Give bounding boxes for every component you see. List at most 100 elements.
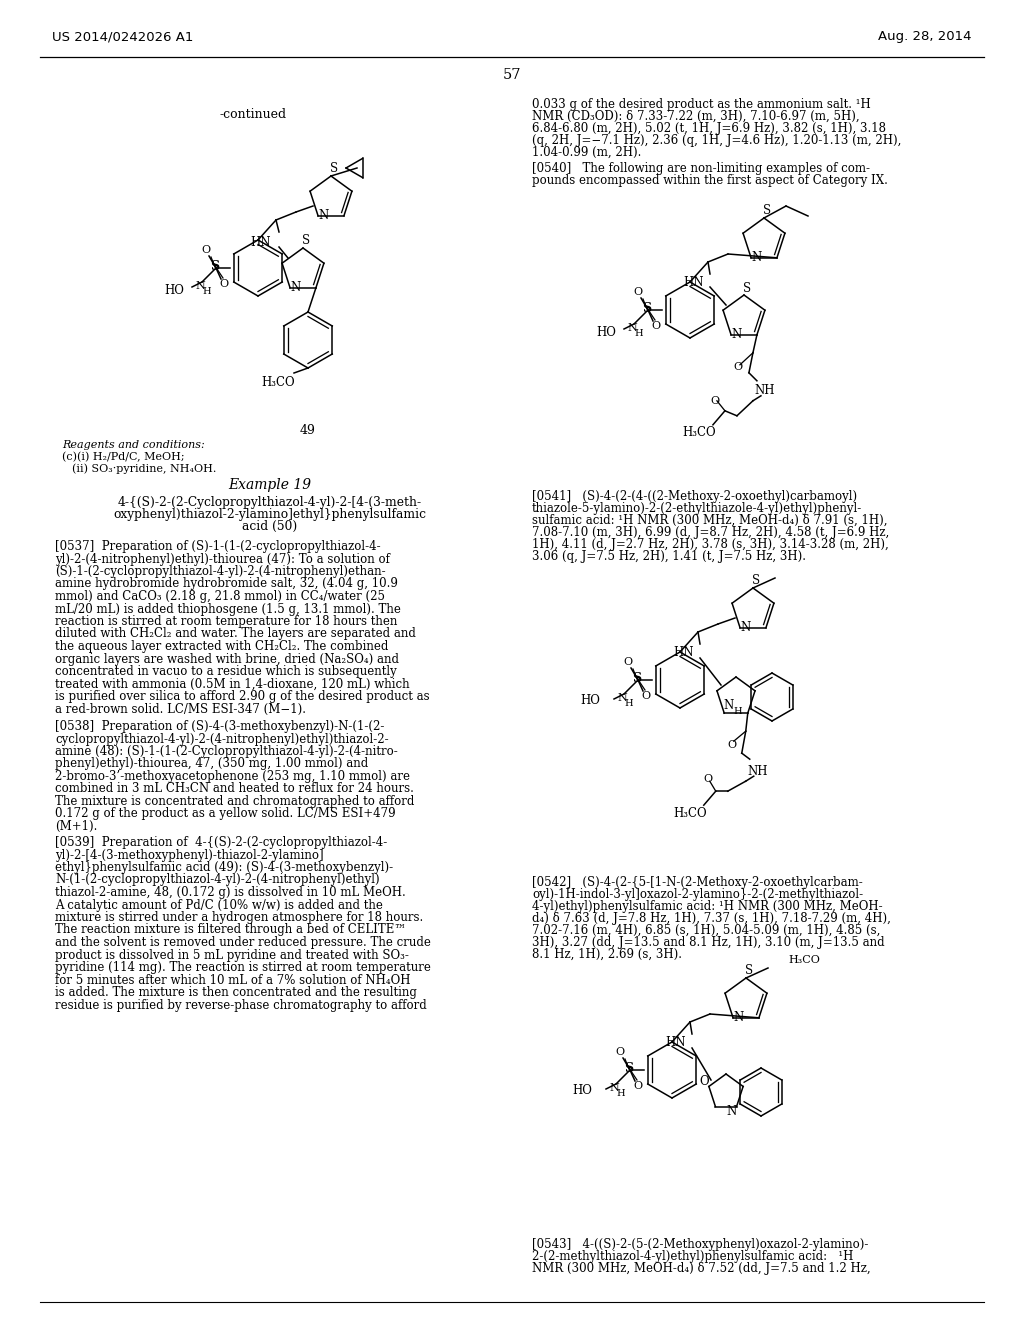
- Text: S: S: [642, 301, 651, 314]
- Text: N: N: [751, 251, 761, 264]
- Text: [0538]  Preparation of (S)-4-(3-methoxybenzyl)-N-(1-(2-: [0538] Preparation of (S)-4-(3-methoxybe…: [55, 719, 384, 733]
- Text: [0540]   The following are non-limiting examples of com-: [0540] The following are non-limiting ex…: [532, 162, 870, 176]
- Text: NMR (300 MHz, MeOH-d₄) δ 7.52 (dd, J=7.5 and 1.2 Hz,: NMR (300 MHz, MeOH-d₄) δ 7.52 (dd, J=7.5…: [532, 1262, 870, 1275]
- Text: 3H), 3.27 (dd, J=13.5 and 8.1 Hz, 1H), 3.10 (m, J=13.5 and: 3H), 3.27 (dd, J=13.5 and 8.1 Hz, 1H), 3…: [532, 936, 885, 949]
- Text: O: O: [634, 286, 643, 297]
- Text: Example 19: Example 19: [228, 478, 311, 492]
- Text: 0.033 g of the desired product as the ammonium salt. ¹H: 0.033 g of the desired product as the am…: [532, 98, 870, 111]
- Text: H₃CO: H₃CO: [788, 954, 820, 965]
- Text: O: O: [624, 657, 633, 667]
- Text: [0542]   (S)-4-(2-{5-[1-N-(2-Methoxy-2-oxoethylcarbam-: [0542] (S)-4-(2-{5-[1-N-(2-Methoxy-2-oxo…: [532, 876, 863, 888]
- Text: 7.08-7.10 (m, 3H), 6.99 (d, J=8.7 Hz, 2H), 4.58 (t, J=6.9 Hz,: 7.08-7.10 (m, 3H), 6.99 (d, J=8.7 Hz, 2H…: [532, 525, 889, 539]
- Text: oyl)-1H-indol-3-yl]oxazol-2-ylamino}-2-(2-methylthiazol-: oyl)-1H-indol-3-yl]oxazol-2-ylamino}-2-(…: [532, 888, 863, 902]
- Text: N: N: [726, 1105, 736, 1118]
- Text: a red-brown solid. LC/MS ESI-347 (M−1).: a red-brown solid. LC/MS ESI-347 (M−1).: [55, 702, 306, 715]
- Text: product is dissolved in 5 mL pyridine and treated with SO₃-: product is dissolved in 5 mL pyridine an…: [55, 949, 409, 961]
- Text: [0539]  Preparation of  4-{(S)-2-(2-cyclopropylthiazol-4-: [0539] Preparation of 4-{(S)-2-(2-cyclop…: [55, 836, 387, 849]
- Text: yl)-2-[4-(3-methoxyphenyl)-thiazol-2-ylamino]: yl)-2-[4-(3-methoxyphenyl)-thiazol-2-yla…: [55, 849, 324, 862]
- Text: The reaction mixture is filtered through a bed of CELITE™: The reaction mixture is filtered through…: [55, 924, 407, 936]
- Text: O: O: [727, 741, 736, 750]
- Text: S: S: [752, 574, 760, 587]
- Text: O: O: [219, 279, 228, 289]
- Text: diluted with CH₂Cl₂ and water. The layers are separated and: diluted with CH₂Cl₂ and water. The layer…: [55, 627, 416, 640]
- Text: NH: NH: [755, 384, 775, 397]
- Text: 3.06 (q, J=7.5 Hz, 2H), 1.41 (t, J=7.5 Hz, 3H).: 3.06 (q, J=7.5 Hz, 2H), 1.41 (t, J=7.5 H…: [532, 550, 806, 564]
- Text: (c)(i) H₂/Pd/C, MeOH;: (c)(i) H₂/Pd/C, MeOH;: [62, 451, 184, 462]
- Text: O: O: [703, 775, 713, 784]
- Text: d₄) δ 7.63 (d, J=7.8 Hz, 1H), 7.37 (s, 1H), 7.18-7.29 (m, 4H),: d₄) δ 7.63 (d, J=7.8 Hz, 1H), 7.37 (s, 1…: [532, 912, 891, 925]
- Text: 7.02-7.16 (m, 4H), 6.85 (s, 1H), 5.04-5.09 (m, 1H), 4.85 (s,: 7.02-7.16 (m, 4H), 6.85 (s, 1H), 5.04-5.…: [532, 924, 881, 937]
- Text: O: O: [615, 1047, 625, 1057]
- Text: 1H), 4.11 (d, J=2.7 Hz, 2H), 3.78 (s, 3H), 3.14-3.28 (m, 2H),: 1H), 4.11 (d, J=2.7 Hz, 2H), 3.78 (s, 3H…: [532, 539, 889, 550]
- Text: 57: 57: [503, 69, 521, 82]
- Text: 6.84-6.80 (m, 2H), 5.02 (t, 1H, J=6.9 Hz), 3.82 (s, 1H), 3.18: 6.84-6.80 (m, 2H), 5.02 (t, 1H, J=6.9 Hz…: [532, 121, 886, 135]
- Text: phenyl)ethyl)-thiourea, 47, (350 mg, 1.00 mmol) and: phenyl)ethyl)-thiourea, 47, (350 mg, 1.0…: [55, 758, 369, 771]
- Text: 1.04-0.99 (m, 2H).: 1.04-0.99 (m, 2H).: [532, 147, 641, 158]
- Text: mL/20 mL) is added thiophosgene (1.5 g, 13.1 mmol). The: mL/20 mL) is added thiophosgene (1.5 g, …: [55, 602, 400, 615]
- Text: oxyphenyl)thiazol-2-ylamino]ethyl}phenylsulfamic: oxyphenyl)thiazol-2-ylamino]ethyl}phenyl…: [114, 508, 427, 521]
- Text: (ii) SO₃·pyridine, NH₄OH.: (ii) SO₃·pyridine, NH₄OH.: [72, 463, 216, 474]
- Text: HN: HN: [251, 235, 271, 248]
- Text: N: N: [609, 1082, 618, 1093]
- Text: H: H: [733, 706, 741, 715]
- Text: [0543]   4-((S)-2-(5-(2-Methoxyphenyl)oxazol-2-ylamino)-: [0543] 4-((S)-2-(5-(2-Methoxyphenyl)oxaz…: [532, 1238, 868, 1251]
- Text: US 2014/0242026 A1: US 2014/0242026 A1: [52, 30, 194, 44]
- Text: 2-bromo-3’-methoxyacetophenone (253 mg, 1.10 mmol) are: 2-bromo-3’-methoxyacetophenone (253 mg, …: [55, 770, 410, 783]
- Text: (q, 2H, J=−7.1 Hz), 2.36 (q, 1H, J=4.6 Hz), 1.20-1.13 (m, 2H),: (q, 2H, J=−7.1 Hz), 2.36 (q, 1H, J=4.6 H…: [532, 135, 901, 147]
- Text: residue is purified by reverse-phase chromatography to afford: residue is purified by reverse-phase chr…: [55, 998, 427, 1011]
- Text: O: O: [733, 362, 742, 372]
- Text: HO: HO: [572, 1084, 592, 1097]
- Text: The mixture is concentrated and chromatographed to afford: The mixture is concentrated and chromato…: [55, 795, 415, 808]
- Text: for 5 minutes after which 10 mL of a 7% solution of NH₄OH: for 5 minutes after which 10 mL of a 7% …: [55, 974, 411, 986]
- Text: 4-yl)ethyl)phenylsulfamic acid: ¹H NMR (300 MHz, MeOH-: 4-yl)ethyl)phenylsulfamic acid: ¹H NMR (…: [532, 900, 883, 913]
- Text: 49: 49: [300, 424, 316, 437]
- Text: Reagents and conditions:: Reagents and conditions:: [62, 440, 205, 450]
- Text: is added. The mixture is then concentrated and the resulting: is added. The mixture is then concentrat…: [55, 986, 417, 999]
- Text: is purified over silica to afford 2.90 g of the desired product as: is purified over silica to afford 2.90 g…: [55, 690, 430, 704]
- Text: HN: HN: [674, 645, 694, 659]
- Text: N: N: [731, 329, 741, 342]
- Text: S: S: [625, 1061, 634, 1074]
- Text: 0.172 g of the product as a yellow solid. LC/MS ESI+479: 0.172 g of the product as a yellow solid…: [55, 808, 395, 821]
- Text: S: S: [330, 162, 338, 176]
- Text: N: N: [617, 693, 627, 704]
- Text: Aug. 28, 2014: Aug. 28, 2014: [879, 30, 972, 44]
- Text: 2-(2-methylthiazol-4-yl)ethyl)phenylsulfamic acid:   ¹H: 2-(2-methylthiazol-4-yl)ethyl)phenylsulf…: [532, 1250, 853, 1263]
- Text: N: N: [196, 281, 205, 290]
- Text: NH: NH: [748, 764, 768, 777]
- Text: pyridine (114 mg). The reaction is stirred at room temperature: pyridine (114 mg). The reaction is stirr…: [55, 961, 431, 974]
- Text: HN: HN: [683, 276, 705, 289]
- Text: S: S: [763, 205, 771, 218]
- Text: H₃CO: H₃CO: [261, 375, 295, 388]
- Text: S: S: [743, 281, 751, 294]
- Text: reaction is stirred at room temperature for 18 hours then: reaction is stirred at room temperature …: [55, 615, 397, 628]
- Text: O: O: [699, 1074, 709, 1088]
- Text: H: H: [635, 329, 643, 338]
- Text: O: O: [641, 690, 650, 701]
- Text: S: S: [302, 235, 310, 248]
- Text: H: H: [625, 698, 633, 708]
- Text: the aqueous layer extracted with CH₂Cl₂. The combined: the aqueous layer extracted with CH₂Cl₂.…: [55, 640, 388, 653]
- Text: concentrated in vacuo to a residue which is subsequently: concentrated in vacuo to a residue which…: [55, 665, 396, 678]
- Text: [0537]  Preparation of (S)-1-(1-(2-cyclopropylthiazol-4-: [0537] Preparation of (S)-1-(1-(2-cyclop…: [55, 540, 381, 553]
- Text: cyclopropylthiazol-4-yl)-2-(4-nitrophenyl)ethyl)thiazol-2-: cyclopropylthiazol-4-yl)-2-(4-nitropheny…: [55, 733, 389, 746]
- Text: N: N: [723, 698, 733, 711]
- Text: O: O: [202, 246, 211, 255]
- Text: amine hydrobromide hydrobromide salt, 32, (4.04 g, 10.9: amine hydrobromide hydrobromide salt, 32…: [55, 578, 398, 590]
- Text: -continued: -continued: [220, 108, 287, 121]
- Text: mixture is stirred under a hydrogen atmosphere for 18 hours.: mixture is stirred under a hydrogen atmo…: [55, 911, 423, 924]
- Text: S: S: [633, 672, 642, 685]
- Text: organic layers are washed with brine, dried (Na₂SO₄) and: organic layers are washed with brine, dr…: [55, 652, 399, 665]
- Text: S: S: [211, 260, 219, 272]
- Text: sulfamic acid: ¹H NMR (300 MHz, MeOH-d₄) δ 7.91 (s, 1H),: sulfamic acid: ¹H NMR (300 MHz, MeOH-d₄)…: [532, 513, 888, 527]
- Text: N: N: [317, 210, 329, 222]
- Text: NMR (CD₃OD): δ 7.33-7.22 (m, 3H), 7.10-6.97 (m, 5H),: NMR (CD₃OD): δ 7.33-7.22 (m, 3H), 7.10-6…: [532, 110, 859, 123]
- Text: (S)-1-(2-cyclopropylthiazol-4-yl)-2-(4-nitrophenyl)ethan-: (S)-1-(2-cyclopropylthiazol-4-yl)-2-(4-n…: [55, 565, 386, 578]
- Text: ethyl}phenylsulfamic acid (49): (S)-4-(3-methoxybenzyl)-: ethyl}phenylsulfamic acid (49): (S)-4-(3…: [55, 861, 393, 874]
- Text: N: N: [740, 622, 751, 635]
- Text: amine (48): (S)-1-(1-(2-Cyclopropylthiazol-4-yl)-2-(4-nitro-: amine (48): (S)-1-(1-(2-Cyclopropylthiaz…: [55, 744, 397, 758]
- Text: (M+1).: (M+1).: [55, 820, 97, 833]
- Text: HO: HO: [164, 284, 184, 297]
- Text: H: H: [203, 286, 211, 296]
- Text: S: S: [744, 965, 753, 978]
